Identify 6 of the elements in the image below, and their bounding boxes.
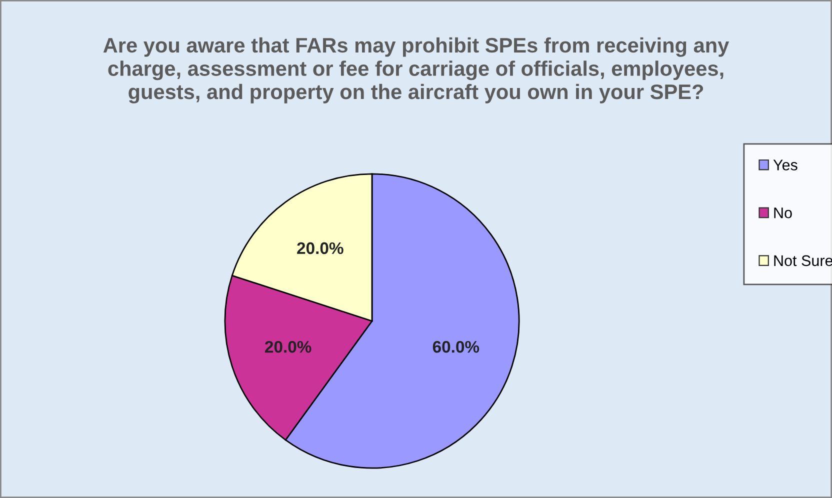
data-label: 20.0% (297, 242, 344, 254)
data-label: 60.0% (432, 340, 480, 353)
chart-title: Are you aware that FARs may prohibit SPEs from receiving any charge, assessment or fee for carriage of officials, employees, guests, and property on the aircraft you own in your SPE? (103, 37, 730, 104)
legend-label: No (774, 208, 792, 218)
legend-label: Yes (773, 160, 798, 170)
data-label: 20.0% (265, 340, 312, 353)
